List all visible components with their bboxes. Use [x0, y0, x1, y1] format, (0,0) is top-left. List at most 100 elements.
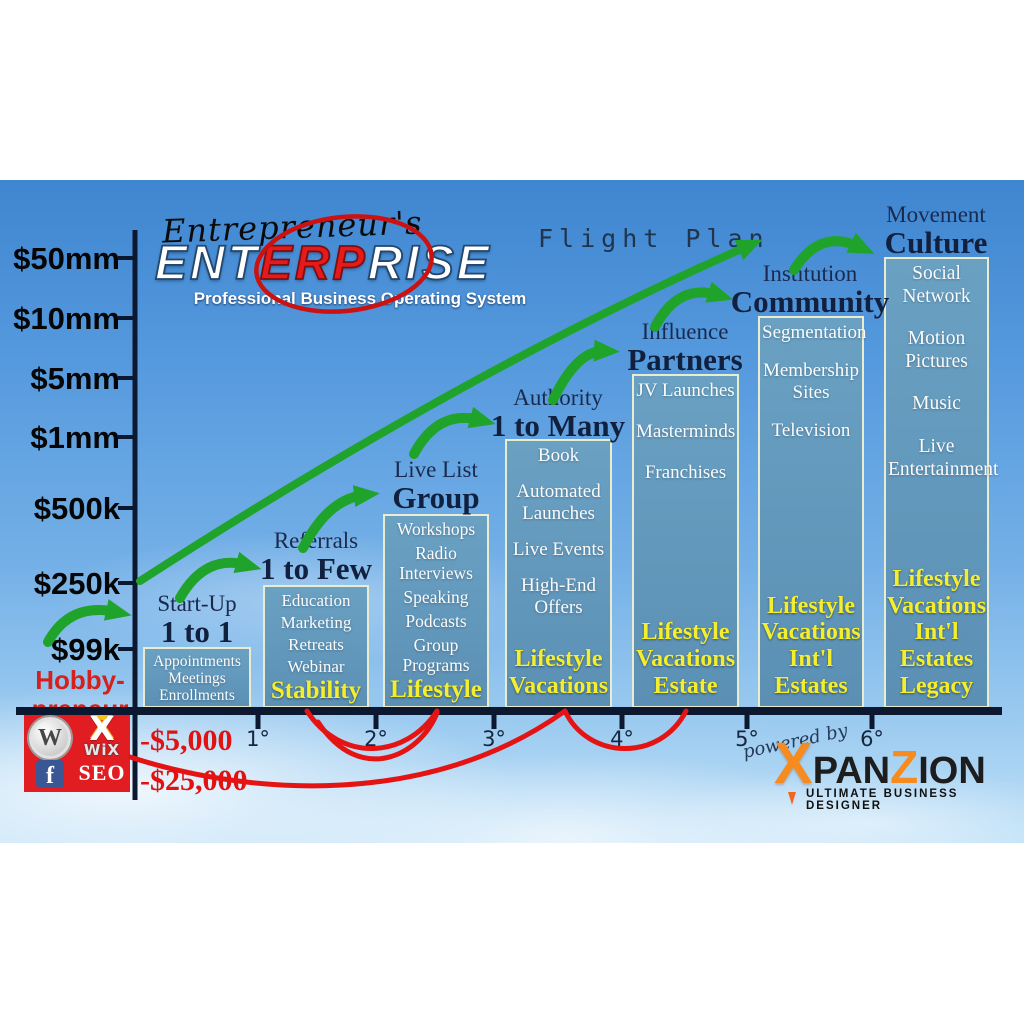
- y-label-99k: $99k: [51, 632, 120, 667]
- list-item: Music: [912, 393, 961, 415]
- list-item: Marketing: [280, 613, 352, 633]
- y-label-5mm: $5mm: [30, 361, 120, 396]
- list-item: Motion Pictures: [905, 328, 968, 372]
- stage-6-rewards: Lifestyle Vacations Int'l Estates: [761, 593, 860, 701]
- list-item: Group Programs: [402, 634, 470, 675]
- stage-2-title-line1: Referrals: [273, 528, 359, 553]
- xpanzion-logo: X PAN Z ION: [774, 731, 986, 796]
- stage-5-rewards: Lifestyle Vacations Estate: [636, 619, 735, 700]
- stage-5-box: JV Launches Masterminds Franchises Lifes…: [632, 374, 739, 708]
- stage-3-rewards: Lifestyle: [390, 676, 482, 704]
- reward-label: Vacations: [761, 619, 861, 646]
- stage-3-title-line1: Live List: [394, 457, 478, 482]
- wix-figure-head-icon: [97, 711, 108, 720]
- list-item: Book: [537, 445, 580, 466]
- stage-7-rewards: Lifestyle Vacations Int'l Estates Legacy: [887, 566, 986, 700]
- list-item: Automated Launches: [516, 481, 601, 525]
- stage-6-items: Segmentation Membership Sites Television: [762, 322, 867, 442]
- list-item: Membership Sites: [762, 360, 860, 404]
- stage-1-title-line1: Start-Up: [157, 591, 237, 616]
- stage-6-title-line2: Community: [730, 284, 890, 319]
- stage-3-items: Workshops Radio Interviews Speaking Podc…: [387, 519, 485, 676]
- reward-label: Legacy: [899, 673, 974, 700]
- list-item: Radio Interviews: [399, 542, 473, 583]
- stage-6-box: Segmentation Membership Sites Television…: [758, 316, 867, 708]
- stage-1-title: Start-Up 1 to 1: [127, 592, 267, 647]
- stage-6-title-line1: Institution: [762, 261, 858, 286]
- list-item: Segmentation: [762, 322, 867, 343]
- y-label-1mm: $1mm: [30, 420, 120, 455]
- stage-1-box: Appointments Meetings Enrollments: [143, 647, 251, 708]
- reward-label: Estates: [774, 673, 848, 700]
- wix-icon: X WiX: [76, 711, 128, 760]
- stage-5-items: JV Launches Masterminds Franchises: [636, 380, 735, 484]
- reward-label: Vacations: [886, 592, 987, 619]
- stage-4-box: Book Automated Launches Live Events High…: [505, 439, 612, 708]
- list-item: Social Network: [902, 263, 971, 307]
- stage-1-items: Appointments Meetings Enrollments: [147, 653, 247, 704]
- loss-25000-label: -$25,000: [140, 764, 248, 797]
- stage-6-title: Institution Community: [724, 262, 896, 317]
- list-item: Enrollments: [159, 687, 235, 705]
- stage-2-rewards: Stability: [271, 677, 361, 705]
- list-item: Speaking: [403, 586, 469, 607]
- list-item: Retreats: [288, 635, 344, 655]
- stage-2-title-line2: 1 to Few: [260, 551, 372, 586]
- list-item: Franchises: [644, 462, 727, 484]
- stage-5-title-line1: Influence: [641, 319, 729, 344]
- stage-2-items: Education Marketing Retreats Webinar: [267, 591, 365, 677]
- reward-label: Lifestyle: [892, 565, 981, 592]
- x-label-5deg: 5°: [735, 727, 759, 751]
- reward-label: Vacations: [508, 673, 609, 700]
- stage-7-box: Social Network Motion Pictures Music Liv…: [884, 257, 999, 708]
- stage-2-box: Education Marketing Retreats Webinar Sta…: [263, 585, 369, 708]
- stage-1-title-line2: 1 to 1: [160, 614, 234, 649]
- reward-label: Int'l: [789, 646, 834, 673]
- stage-7-items: Social Network Motion Pictures Music Liv…: [888, 263, 999, 481]
- stage-7-title-line2: Culture: [884, 225, 988, 260]
- xpanzion-tagline: ULTIMATE BUSINESS DESIGNER: [806, 788, 959, 812]
- y-label-10mm: $10mm: [13, 301, 120, 336]
- stage-3-title-line2: Group: [392, 480, 480, 515]
- list-item: Meetings: [168, 670, 226, 688]
- stage-3-title: Live List Group: [365, 458, 507, 513]
- list-item: Television: [771, 420, 851, 442]
- stage-4-title-line2: 1 to Many: [490, 408, 626, 443]
- reward-label: Lifestyle: [641, 619, 730, 646]
- facebook-icon: f: [36, 760, 64, 788]
- wordpress-icon: W: [29, 717, 71, 759]
- x-label-1deg: 1°: [246, 727, 270, 751]
- loss-5000-label: -$5,000: [140, 724, 233, 757]
- seo-label: SEO: [78, 760, 126, 785]
- stage-7-title: Movement Culture: [862, 203, 1010, 258]
- stage-4-title: Authority 1 to Many: [478, 386, 638, 441]
- x-label-3deg: 3°: [482, 727, 506, 751]
- reward-label: Estate: [653, 673, 718, 700]
- xpanzion-pan: PAN: [812, 750, 891, 792]
- reward-label: Lifestyle: [514, 646, 603, 673]
- list-item: Masterminds: [636, 421, 736, 443]
- list-item: Webinar: [287, 657, 345, 677]
- x-label-2deg: 2°: [364, 727, 388, 751]
- stage-4-items: Book Automated Launches Live Events High…: [509, 445, 608, 619]
- xpanzion-z: Z: [890, 741, 919, 793]
- reward-label: Stability: [270, 677, 362, 705]
- x-label-6deg: 6°: [860, 727, 884, 751]
- reward-label: Lifestyle: [390, 675, 482, 703]
- list-item: Podcasts: [405, 610, 467, 631]
- list-item: Education: [281, 591, 351, 610]
- y-label-250k: $250k: [33, 566, 120, 601]
- hobbypreneur-line1: Hobby-: [35, 665, 125, 695]
- list-item: JV Launches: [636, 380, 735, 401]
- stage-4-rewards: Lifestyle Vacations: [509, 646, 608, 700]
- tools-badge-box: W X WiX f SEO: [24, 711, 130, 792]
- xpanzion-x: X: [774, 731, 813, 796]
- logo-brand-post: RISE: [367, 237, 492, 290]
- list-item: Appointments: [153, 653, 241, 670]
- xpanzion-drip-icon: [788, 792, 796, 809]
- stage-5-title-line2: Partners: [627, 342, 743, 377]
- list-item: Live Entertainment: [888, 436, 999, 480]
- reward-label: Estates: [899, 646, 974, 673]
- stage-4-title-line1: Authority: [513, 385, 603, 410]
